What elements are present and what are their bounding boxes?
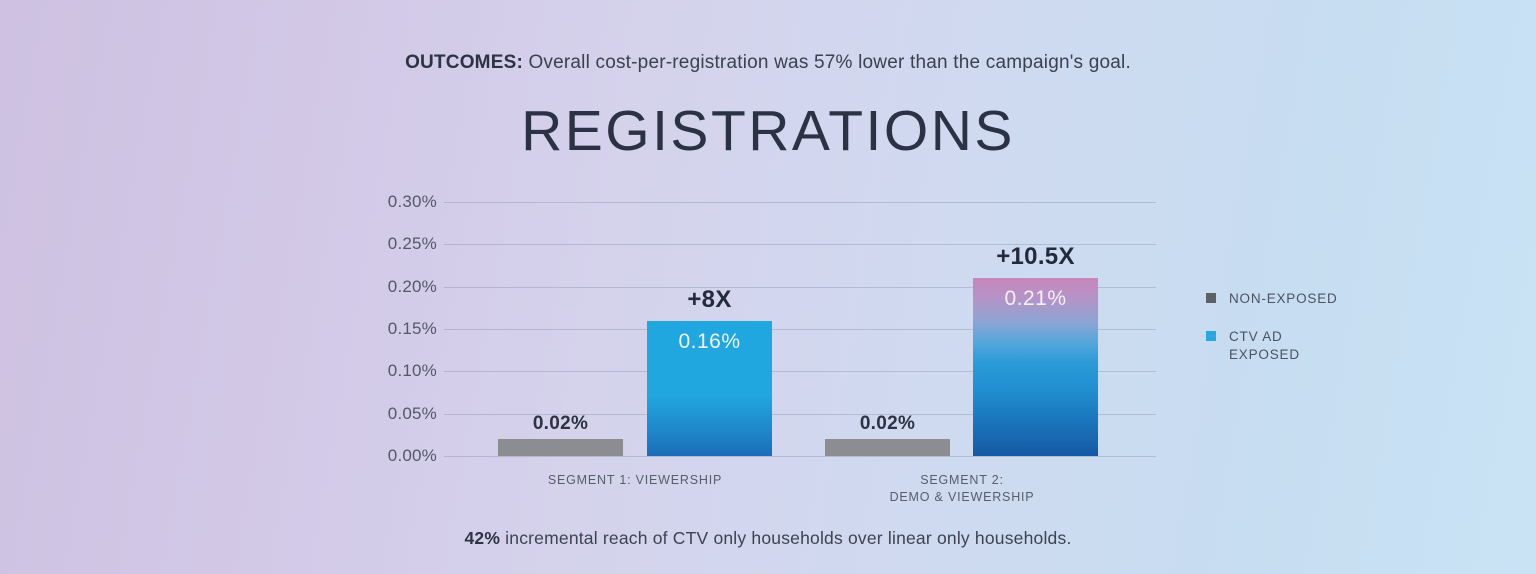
y-tick-label: 0.15% (387, 319, 437, 338)
y-tick-label: 0.25% (387, 234, 437, 254)
bar-non-exposed: 0.02% (825, 413, 950, 456)
x-axis-label: SEGMENT 2: DEMO & VIEWERSHIP (889, 473, 1035, 504)
x-axis-label: SEGMENT 1: VIEWERSHIP (547, 473, 723, 487)
bar-value-label: 0.02% (859, 413, 916, 435)
gridline (444, 286, 1156, 288)
y-tick-label: 0.20% (387, 276, 437, 296)
outcomes-text: Overall cost-per-registration was 57% lo… (522, 52, 1131, 73)
bar-non-exposed: 0.02% (498, 413, 623, 456)
plot-area: 0.02% 0.02% 0.16% +8X 0.21% +10.5X (444, 202, 1156, 457)
footnote-text: incremental reach of CTV only households… (500, 528, 1072, 548)
legend: NON-EXPOSED CTV AD EXPOSED (1206, 290, 1338, 385)
y-tick-label: 0.30% (387, 192, 437, 211)
gridline (444, 329, 1156, 330)
y-tick-label: 0.05% (387, 403, 437, 423)
ctv-exposed-swatch-icon (1206, 331, 1216, 342)
legend-item: NON-EXPOSED (1206, 290, 1338, 308)
chart-title: REGISTRATIONS (521, 99, 1015, 163)
legend-label: CTV AD EXPOSED (1229, 329, 1300, 363)
bar-ctv-exposed: 0.16% +8X (647, 286, 772, 456)
gridline (444, 244, 1156, 246)
gridline (444, 202, 1156, 203)
gridline (444, 371, 1156, 373)
outcomes-header: OUTCOMES: Overall cost-per-registration … (0, 52, 1536, 74)
multiplier-annotation: +10.5X (996, 243, 1075, 271)
gridline (444, 456, 1156, 457)
bar-value-label: 0.02% (532, 413, 589, 435)
footnote: 42% incremental reach of CTV only househ… (0, 528, 1536, 549)
y-tick-label: 0.10% (387, 361, 437, 381)
legend-label: NON-EXPOSED (1229, 291, 1338, 306)
footnote-stat: 42% (464, 528, 501, 548)
outcomes-label: OUTCOMES: (405, 52, 523, 73)
non-exposed-swatch-icon (1206, 293, 1216, 303)
y-tick-label: 0.00% (387, 446, 437, 465)
multiplier-annotation: +8X (687, 285, 732, 313)
gridline (444, 413, 1156, 415)
legend-item: CTV AD EXPOSED (1206, 328, 1338, 364)
bar-ctv-exposed: 0.21% +10.5X (973, 243, 1098, 456)
bar-value-label: 0.21% (1004, 287, 1067, 311)
bar-value-label: 0.16% (678, 329, 741, 353)
